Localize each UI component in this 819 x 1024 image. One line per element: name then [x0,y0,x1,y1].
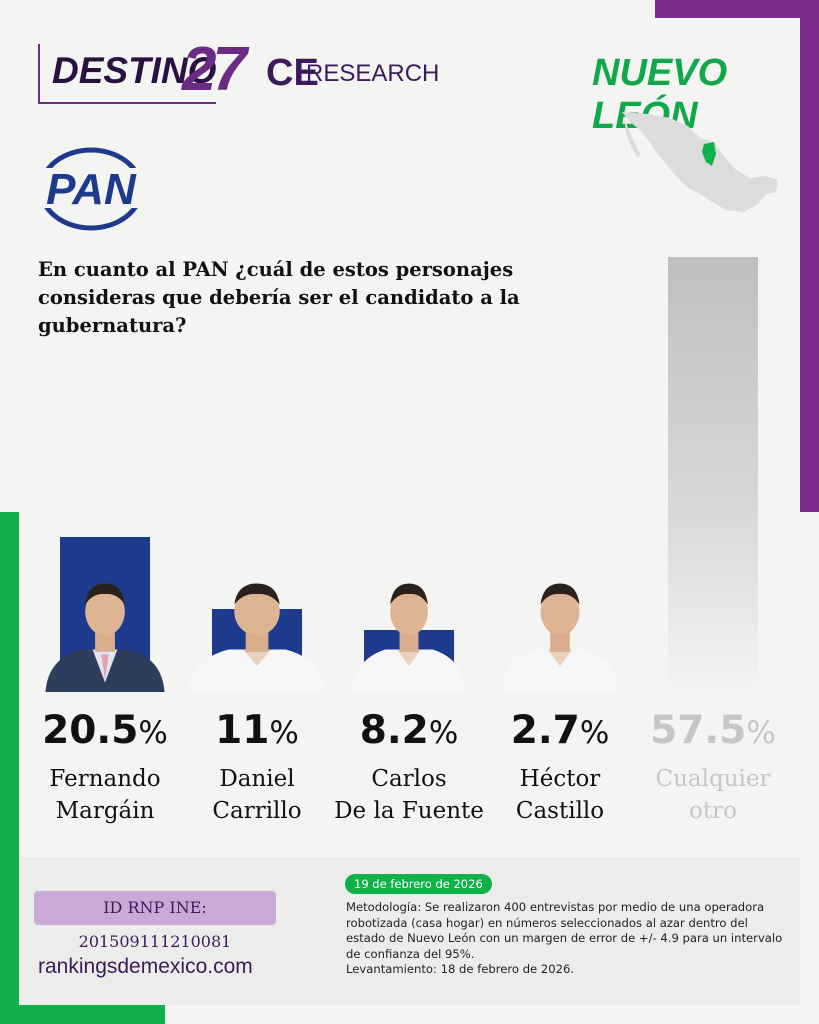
pan-logo-text: PAN [46,165,137,214]
category-label: Fernando Margáin [20,763,190,827]
brand-destino: DESTINO [52,50,217,91]
candidate-photo [45,583,165,692]
brand-ce: CE [266,52,319,94]
value-label: 2.7% [485,708,635,753]
value-label: 8.2% [334,708,484,753]
frame-accent-bottom [0,1005,165,1024]
rnp-badge: ID RNP INE: 201509111210081 [34,891,276,951]
category-label: Daniel Carrillo [172,763,342,827]
category-label: Carlos De la Fuente [324,763,494,827]
value-unit: % [579,715,610,751]
pan-logo: PAN [38,147,144,231]
methodology-line: Metodología: Se realizaron 400 entrevist… [346,900,765,914]
category-label: Cualquier otro [628,763,798,827]
candidate-photo [352,583,466,692]
category-label-line: Daniel [219,766,295,792]
brand-research: RESEARCH [306,60,440,87]
category-label-line: Carrillo [212,798,302,824]
value-label: 57.5% [638,708,788,753]
category-label-line: Carlos [371,766,447,792]
chart-bar [668,257,758,692]
value-unit: % [269,715,299,751]
category-label-line: Margáin [55,798,155,824]
category-label-line: Castillo [515,798,605,824]
candidate-photo [188,583,326,692]
value-unit: % [428,715,459,751]
value-label: 11% [182,708,332,753]
value-number: 57.5 [650,708,747,753]
category-label-line: Fernando [49,766,161,792]
value-number: 11 [215,708,270,753]
value-unit: % [138,715,168,751]
mexico-map-icon [622,112,778,212]
methodology-line: robotizada (casa hogar) en números selec… [346,915,748,930]
methodology-line: de confianza del 95%. [346,946,475,961]
category-label-line: Héctor [519,766,601,792]
frame-accent-left [0,512,19,1024]
value-unit: % [746,715,776,751]
category-label-line: otro [689,798,737,824]
category-label-line: De la Fuente [334,798,484,824]
category-label-line: Cualquier [655,766,771,792]
methodology-line: estado de Nuevo León con un margen de er… [346,931,783,946]
value-number: 20.5 [42,708,139,753]
survey-question: En cuanto al PAN ¿cuál de estos personaj… [38,258,520,337]
methodology-line: Levantamiento: 18 de febrero de 2026. [346,962,575,977]
candidate-photo [501,583,619,692]
site-link[interactable]: rankingsdemexico.com [38,955,253,978]
methodology-text: Metodología: Se realizaron 400 entrevist… [346,900,786,978]
frame-accent-top [655,0,819,18]
value-label: 20.5% [30,708,180,753]
brand-frame [38,44,216,104]
category-label: Héctor Castillo [475,763,645,827]
value-number: 2.7 [510,708,580,753]
value-number: 8.2 [359,708,429,753]
frame-accent-right [800,0,819,512]
brand-27: 27 [182,35,247,104]
date-badge: 19 de febrero de 2026 [345,874,492,894]
